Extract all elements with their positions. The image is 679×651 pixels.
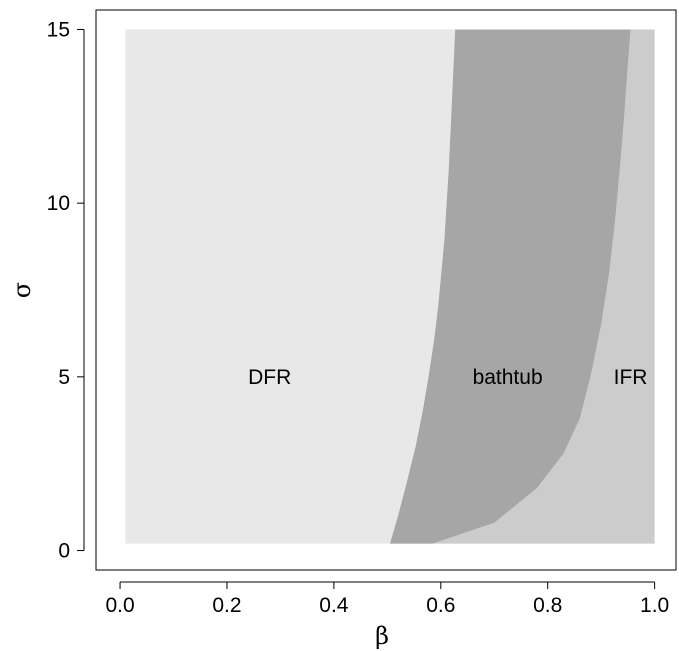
y-tick-label: 15 — [47, 18, 70, 41]
region-label-bathtub: bathtub — [473, 366, 543, 389]
x-tick-label: 0.2 — [212, 594, 241, 617]
y-tick-label: 0 — [58, 540, 70, 563]
plot-frame — [95, 9, 677, 571]
y-axis: 0 5 10 15 — [47, 18, 85, 563]
regions — [125, 29, 655, 544]
x-tick-label: 0.8 — [533, 594, 562, 617]
y-tick-label: 5 — [58, 366, 70, 389]
y-tick-label: 10 — [47, 192, 70, 215]
x-axis-title: β — [375, 622, 389, 650]
y-axis-title: σ — [8, 282, 36, 298]
x-tick-label: 0.0 — [105, 594, 134, 617]
x-tick-label: 1.0 — [640, 594, 669, 617]
region-label-ifr: IFR — [614, 366, 648, 389]
region-labels: DFR bathtub IFR — [248, 366, 647, 389]
x-tick-label: 0.6 — [426, 594, 455, 617]
x-axis: 0.0 0.2 0.4 0.6 0.8 1.0 — [105, 581, 669, 617]
x-tick-label: 0.4 — [319, 594, 349, 617]
region-bathtub — [390, 29, 631, 544]
region-label-dfr: DFR — [248, 366, 291, 389]
region-ifr — [432, 29, 655, 544]
